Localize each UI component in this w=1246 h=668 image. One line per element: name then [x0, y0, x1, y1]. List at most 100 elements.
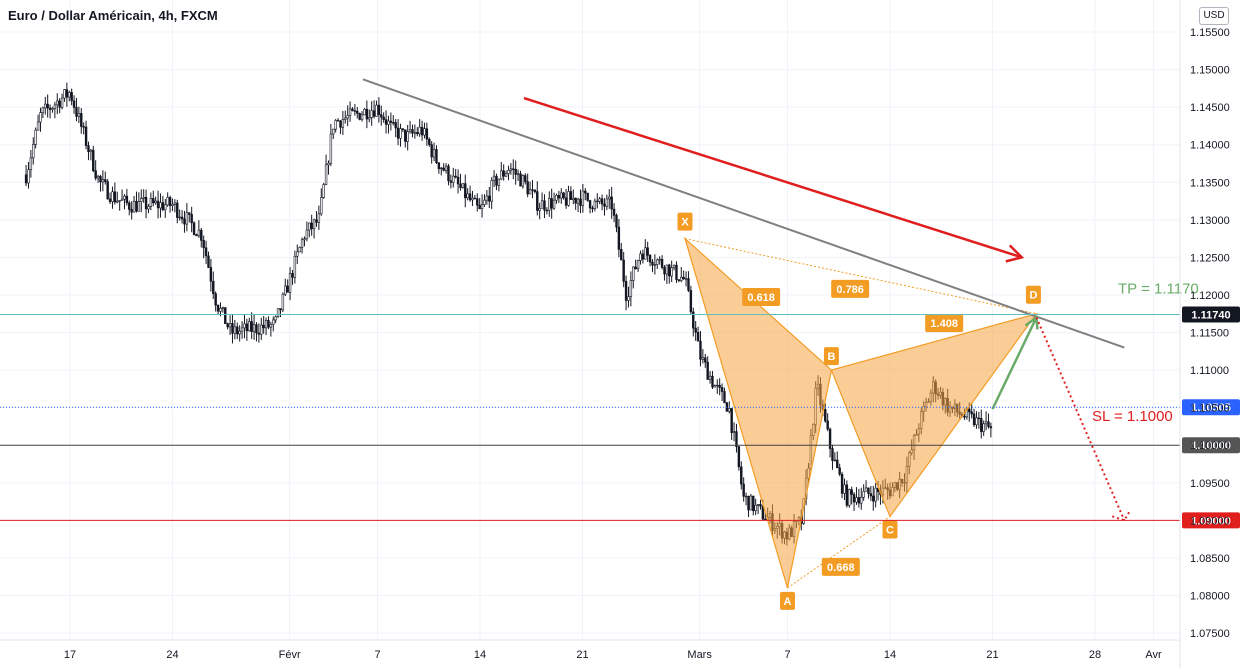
candle-body — [588, 200, 592, 209]
candle-body — [89, 149, 93, 153]
candle-body — [351, 108, 354, 111]
candle-body — [675, 264, 678, 280]
candle-body — [296, 251, 299, 257]
candle-body — [63, 89, 66, 99]
candle-body — [730, 408, 733, 433]
candle-body — [137, 201, 141, 212]
candle-body — [968, 408, 971, 413]
candle-body — [56, 100, 59, 106]
candle-body — [341, 119, 345, 128]
candle-body — [699, 340, 702, 360]
candle-body — [641, 253, 645, 260]
candle-body — [826, 420, 829, 430]
price-line-badge — [1182, 399, 1240, 416]
candle-body — [116, 200, 119, 203]
candle-body — [989, 426, 993, 429]
ratio-bd-text: 1.408 — [930, 318, 958, 330]
candle-body — [140, 198, 143, 202]
candle-body — [216, 304, 220, 312]
candle-body — [250, 321, 253, 332]
candle-body — [756, 504, 760, 506]
candle-body — [200, 229, 203, 241]
candle-body — [70, 92, 73, 102]
currency-button[interactable]: USD — [1199, 7, 1229, 25]
candle-body — [404, 129, 407, 142]
ratio-xd-bg — [831, 279, 870, 298]
candle-body — [365, 108, 369, 120]
candle-body — [384, 119, 388, 125]
red-dotted-arrow-head — [1111, 509, 1132, 522]
harmonic-pattern: X A B C D 0.618 0.786 1.408 0.668 — [677, 212, 1041, 610]
price-tick-label: 1.14000 — [1190, 140, 1230, 152]
candle-body — [406, 131, 409, 142]
candle-body — [339, 120, 342, 128]
candle-body — [670, 267, 673, 277]
time-tick-label: 21 — [576, 649, 588, 661]
candle-body — [288, 273, 292, 293]
candle-body — [442, 167, 445, 171]
candle-body — [96, 176, 100, 179]
candle-body — [497, 178, 501, 186]
ac-dotted-line — [787, 516, 891, 589]
candle-body — [682, 276, 685, 280]
candle-body — [468, 193, 472, 201]
candle-body — [51, 108, 54, 110]
candle-body — [329, 133, 333, 164]
price-tick-label: 1.12500 — [1190, 252, 1230, 264]
candle-body — [759, 504, 762, 507]
candle-body — [608, 196, 611, 200]
price-axis[interactable]: 1.15500 1.15000 1.14500 1.14000 1.13500 1.130… — [1179, 0, 1230, 668]
candle-body — [576, 198, 580, 204]
candle-body — [377, 104, 381, 115]
point-label-a-text: A — [784, 596, 792, 608]
candle-body — [324, 164, 328, 185]
candle-body — [977, 417, 981, 420]
candle-body — [360, 114, 364, 120]
candle-body — [836, 459, 839, 469]
ratio-xb-text: 0.618 — [747, 292, 775, 304]
candle-body — [459, 183, 462, 188]
candle-body — [476, 198, 479, 206]
candle-body — [39, 112, 42, 123]
candle-body — [34, 129, 37, 145]
price-tick-label: 1.13500 — [1190, 177, 1230, 189]
time-tick-label: Févr — [279, 649, 301, 661]
candle-body — [454, 175, 457, 178]
candle-body — [656, 259, 659, 265]
candle-body — [672, 264, 676, 269]
candle-body — [322, 184, 325, 198]
candle-body — [600, 198, 604, 205]
point-label-c: C — [882, 520, 898, 539]
candle-body — [430, 144, 433, 158]
candle-body — [428, 138, 431, 145]
candle-body — [747, 495, 750, 511]
candle-body — [24, 174, 28, 184]
candle-body — [284, 285, 287, 295]
candle-body — [188, 212, 191, 215]
candle-body — [521, 175, 525, 187]
price-line-label: 1.11740 — [1191, 309, 1230, 321]
candle-body — [562, 192, 565, 199]
candle-body — [344, 117, 347, 120]
candle-body — [622, 259, 625, 282]
price-line-label: 1.10000 — [1191, 440, 1231, 452]
point-label-b-text: B — [827, 351, 835, 363]
candle-body — [723, 391, 726, 404]
candle-body — [245, 323, 249, 332]
candle-body — [327, 162, 330, 166]
price-tick-label: 1.15000 — [1190, 65, 1230, 77]
candle-body — [130, 209, 133, 213]
point-label-d-text: D — [1029, 290, 1037, 302]
candle-body — [228, 323, 232, 328]
candle-body — [845, 484, 849, 506]
time-axis[interactable]: 17 24 Févr 7 14 21 Mars 7 14 21 28 Avr — [0, 639, 1180, 661]
candle-body — [41, 107, 45, 113]
candle-body — [320, 197, 323, 215]
candle-body — [286, 285, 289, 293]
candle-body — [243, 323, 246, 329]
candle-body — [82, 126, 85, 128]
candle-body — [461, 183, 465, 188]
candle-body — [425, 128, 429, 140]
ratio-bd: 1.408 — [925, 314, 964, 333]
